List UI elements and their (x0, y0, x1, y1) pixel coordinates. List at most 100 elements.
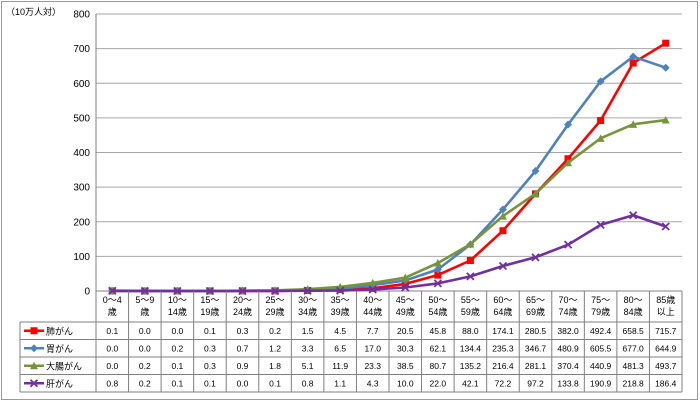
x-category-label: 80～ (624, 295, 643, 305)
x-category-label: 74歳 (559, 306, 578, 317)
data-point (661, 63, 670, 72)
x-category-label: 55～ (461, 295, 480, 305)
x-category-label: 60～ (493, 295, 512, 305)
data-point (466, 240, 475, 248)
table-cell-value: 4.5 (334, 326, 346, 336)
table-cell-value: 20.5 (397, 326, 414, 336)
data-point (433, 259, 442, 267)
legend-key-marker (30, 344, 38, 353)
data-point (368, 278, 377, 287)
data-point (270, 286, 280, 296)
table-cell-value: 5.1 (302, 361, 314, 371)
table-cell-value: 88.0 (462, 326, 479, 336)
table-cell-value: 0.0 (237, 378, 249, 388)
table-cell-value: 0.0 (106, 361, 118, 371)
legend-key-marker (30, 327, 38, 335)
data-point (531, 253, 540, 262)
table-cell-value: 605.5 (590, 343, 612, 353)
series-group (108, 211, 670, 296)
table-cell-value: 440.9 (590, 361, 612, 371)
data-point (596, 77, 605, 86)
x-category-label: 29歳 (266, 306, 285, 317)
y-tick-label: 700 (73, 44, 90, 55)
table-cell-value: 17.0 (364, 343, 381, 353)
x-category-label: 14歳 (168, 306, 187, 317)
y-tick-label: 500 (73, 113, 90, 124)
x-category-label: 19歳 (200, 306, 219, 317)
legend-series-name: 肝がん (46, 378, 73, 389)
data-point (564, 158, 573, 167)
table-cell-value: 42.1 (462, 378, 479, 388)
x-category-label: 69歳 (526, 306, 545, 317)
data-point (596, 220, 605, 230)
table-cell-value: 97.2 (527, 378, 544, 388)
series-group (108, 52, 670, 295)
table-cell-value: 0.2 (139, 378, 151, 388)
data-table: 0～4歳5～9歳10～14歳15～19歳20～24歳25～29歳30～34歳35… (19, 291, 683, 393)
data-point (629, 120, 638, 128)
series-line (112, 118, 666, 293)
table-cell-value: 0.1 (204, 378, 216, 388)
y-tick-label: 800 (73, 10, 90, 21)
table-cell-value: 1.5 (302, 326, 314, 336)
table-cell-value: 0.2 (171, 343, 183, 353)
x-category-label: 70～ (559, 295, 578, 305)
x-category-label: 65～ (526, 295, 545, 305)
data-point (499, 227, 507, 235)
series-line (112, 55, 667, 293)
x-category-label: 49歳 (396, 306, 415, 317)
series-lines (108, 39, 670, 296)
table-cell-value: 134.4 (460, 343, 482, 353)
table-cell-value: 0.0 (106, 343, 118, 353)
table-cell-value: 715.7 (655, 326, 677, 336)
table-cell-value: 72.2 (495, 378, 512, 388)
data-point (661, 222, 670, 231)
data-point (108, 286, 117, 295)
table-cell-value: 11.9 (332, 361, 348, 371)
table-cell-value: 0.7 (237, 343, 249, 353)
table-cell-value: 174.1 (492, 326, 514, 336)
data-point (531, 166, 540, 175)
table-cell-value: 7.7 (367, 326, 379, 336)
x-category-label: 39歳 (331, 306, 350, 317)
x-category-label: 25～ (266, 295, 285, 305)
series-line (112, 213, 667, 293)
table-cell-value: 0.0 (139, 343, 151, 353)
data-point (433, 265, 442, 274)
data-point (597, 117, 605, 125)
x-category-label: 0～4 (103, 295, 122, 305)
table-cell-value: 62.1 (430, 343, 447, 353)
table-cell-value: 0.1 (269, 378, 281, 388)
table-cell-value: 0.3 (204, 343, 216, 353)
data-point (466, 257, 474, 265)
table-cell-value: 80.7 (430, 361, 447, 371)
table-cell-value: 22.0 (430, 378, 447, 388)
table-cell-value: 1.2 (269, 343, 281, 353)
legend-series-name: 胃がん (46, 343, 73, 354)
y-tick-label: 200 (73, 217, 90, 228)
y-tick-label: 400 (73, 148, 90, 159)
data-point (498, 205, 507, 214)
table-cell-value: 6.5 (334, 343, 346, 353)
data-point (238, 286, 247, 296)
y-tick-label: 0 (84, 287, 90, 298)
table-cell-value: 0.3 (237, 326, 249, 336)
table-cell-value: 1.1 (334, 378, 346, 388)
data-point (498, 261, 508, 271)
table-cell-value: 644.9 (655, 343, 677, 353)
table-cell-value: 280.5 (525, 326, 547, 336)
x-category-label: 84歳 (624, 306, 643, 317)
data-point (531, 189, 540, 198)
data-point (434, 271, 442, 279)
data-point (368, 285, 377, 294)
x-category-label: 50～ (428, 295, 447, 305)
x-category-label: 以上 (657, 307, 675, 317)
data-point (336, 286, 345, 295)
table-cell-value: 216.4 (492, 361, 514, 371)
table-cell-value: 0.3 (204, 361, 216, 371)
legend-series-name: 肺がん (46, 325, 73, 336)
table-cell-value: 23.3 (364, 361, 381, 371)
x-category-label: 34歳 (298, 306, 317, 317)
table-cell-value: 677.0 (623, 343, 645, 353)
table-cell-value: 382.0 (557, 326, 579, 336)
